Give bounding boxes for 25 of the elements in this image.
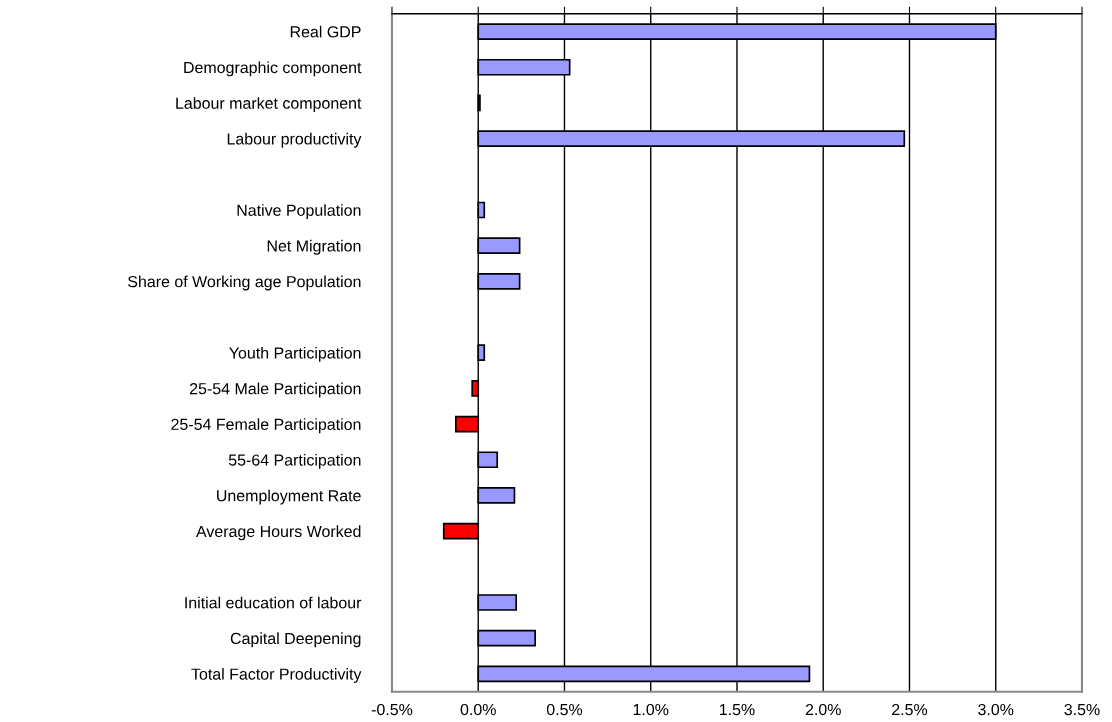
y-tick-label: Unemployment Rate: [217, 489, 361, 505]
x-tick-label: 2.5%: [892, 703, 928, 716]
y-tick-label: 55-64 Participation: [228, 453, 361, 469]
x-tick-label: 1.0%: [633, 703, 669, 716]
x-tick-label: 2.0%: [805, 703, 841, 716]
y-tick-label: Total Factor Productivity: [191, 668, 362, 683]
x-tick-label: -0.5%: [371, 703, 413, 716]
y-tick-label: Real GDP: [290, 25, 361, 38]
y-tick-label: Initial education of labour: [185, 596, 362, 609]
y-tick-label: Labour market component: [176, 97, 362, 113]
x-tick-label: 1.5%: [719, 703, 755, 716]
x-tick-label: 0.0%: [460, 703, 496, 716]
x-tick-label: 3.0%: [978, 703, 1014, 716]
y-tick-label: Share of Working age Population: [128, 275, 361, 291]
y-tick-label: Capital Deepening: [230, 632, 361, 648]
y-tick-label: Youth Participation: [229, 346, 361, 362]
y-tick-label: Demographic component: [184, 61, 362, 77]
x-tick-label: 0.5%: [546, 703, 583, 716]
y-tick-label: Native Population: [237, 204, 361, 220]
y-tick-label: Net Migration: [267, 239, 361, 255]
y-tick-label: 25-54 Female Participation: [171, 418, 361, 434]
y-tick-label: 25-54 Male Participation: [190, 382, 361, 398]
y-tick-label: Labour productivity: [227, 132, 362, 148]
y-tick-label: Average Hours Worked: [196, 525, 361, 541]
x-tick-label: 3.5%: [1064, 703, 1100, 716]
